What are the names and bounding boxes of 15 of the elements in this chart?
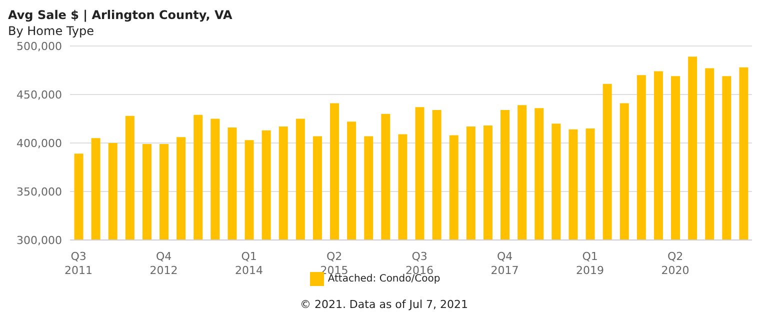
y-tick-label: 500,000: [16, 40, 62, 53]
y-tick-label: 300,000: [16, 234, 62, 247]
x-tick-label: Q3 2011: [64, 250, 93, 277]
x-tick-label: Q1 2014: [235, 250, 264, 277]
x-tick-label: Q4 2017: [490, 250, 519, 277]
y-tick-label: 400,000: [16, 136, 62, 150]
chart-subtitle: By Home Type: [8, 24, 95, 40]
y-tick-label: 350,000: [16, 185, 62, 198]
text: © 2021. Data as of Jul 7, 2021: [298, 298, 470, 311]
chart-title: Avg Sale $ | Arlington County, VA: [8, 8, 234, 24]
x-tick-label: Q4 2012: [150, 250, 178, 277]
x-tick-label: Q1 2019: [576, 250, 604, 277]
y-tick-label: 450,000: [16, 88, 62, 102]
x-tick-label: Q2 2020: [661, 250, 690, 277]
legend-label: Attached: Condo/Coop: [328, 274, 440, 285]
